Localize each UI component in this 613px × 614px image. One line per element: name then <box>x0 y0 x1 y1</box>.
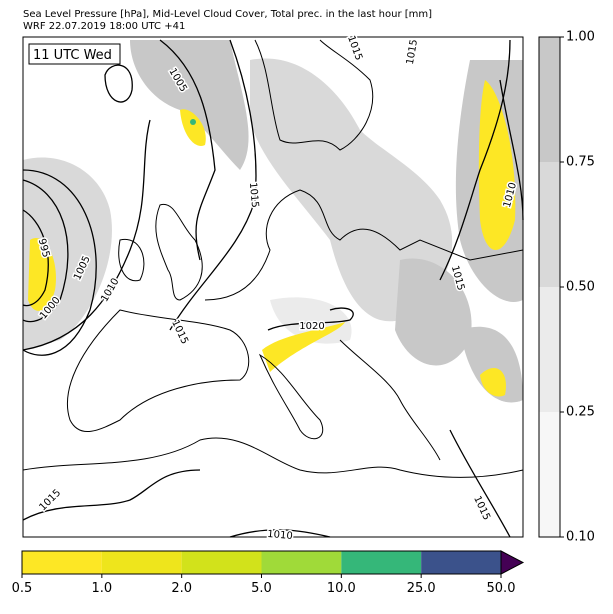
contour-label: 1010 <box>267 529 293 542</box>
cloud-colorbar-tick-label: 0.75 <box>566 155 595 170</box>
contour-label: 1015 <box>247 182 260 208</box>
precip-colorbar-tick-label: 25.0 <box>407 581 436 596</box>
precip-colorbar-tick-label: 5.0 <box>251 581 272 596</box>
cloud-colorbar-tick-label: 0.10 <box>566 530 595 545</box>
cloud-colorbar-tick-label: 1.00 <box>566 30 595 45</box>
time-label-box <box>28 43 121 65</box>
cloud-colorbar-segment <box>539 287 560 412</box>
map: 11 UTC Wed <box>22 36 524 538</box>
cloud-colorbar-tick-label: 0.25 <box>566 405 595 420</box>
precip-colorbar-tick-label: 1.0 <box>91 581 112 596</box>
precip-colorbar-segment <box>22 551 102 574</box>
precip-colorbar-tick-label: 2.0 <box>171 581 192 596</box>
contour-label: 1020 <box>299 321 324 332</box>
precip-colorbar-tick-label: 50.0 <box>487 581 516 596</box>
cloud-colorbar-segment <box>539 162 560 287</box>
cloud-colorbar-tick-label: 0.50 <box>566 280 595 295</box>
coastlines <box>22 39 524 478</box>
title-line: WRF 22.07.2019 18:00 UTC +41 <box>23 21 185 32</box>
precip-colorbar-tick-label: 10.0 <box>327 581 356 596</box>
cloud-colorbar-segment <box>539 412 560 537</box>
precip-colorbar-segment <box>261 551 342 574</box>
title-line: Sea Level Pressure [hPa], Mid-Level Clou… <box>23 9 432 20</box>
precip-colorbar-segment <box>181 551 262 574</box>
precipitation-areas <box>28 80 516 397</box>
precip-colorbar-segment <box>421 551 501 574</box>
map-frame <box>22 36 524 538</box>
precip-colorbar-segment <box>101 551 182 574</box>
precip-colorbar-tick-label: 0.5 <box>12 581 33 596</box>
precip-colorbar-segment <box>341 551 422 574</box>
precip-colorbar-extend <box>500 550 525 575</box>
isobars <box>22 39 524 538</box>
cloud-colorbar-segment <box>539 37 560 162</box>
time-label: 11 UTC Wed <box>33 48 112 63</box>
